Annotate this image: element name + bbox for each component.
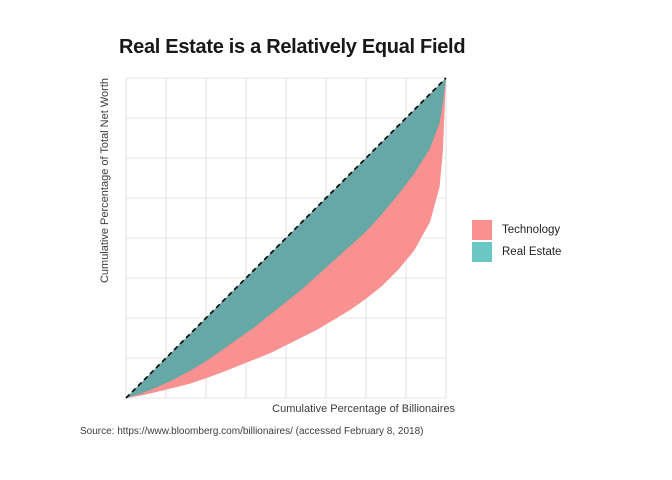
legend-item-technology: Technology [472, 220, 561, 240]
legend-label-real-estate: Real Estate [502, 246, 562, 258]
legend-label-technology: Technology [502, 224, 561, 236]
source-note: Source: https://www.bloomberg.com/billio… [80, 426, 424, 437]
equality-line [125, 77, 447, 399]
y-axis-label: Cumulative Percentage of Total Net Worth [99, 78, 111, 284]
legend-item-real-estate: Real Estate [472, 242, 561, 262]
chart-title: Real Estate is a Relatively Equal Field [119, 36, 466, 58]
technology-swatch [472, 220, 492, 240]
legend: Technology Real Estate [472, 220, 561, 264]
x-axis-label: Cumulative Percentage of Billionaires [272, 403, 455, 415]
real-estate-swatch [472, 242, 492, 262]
